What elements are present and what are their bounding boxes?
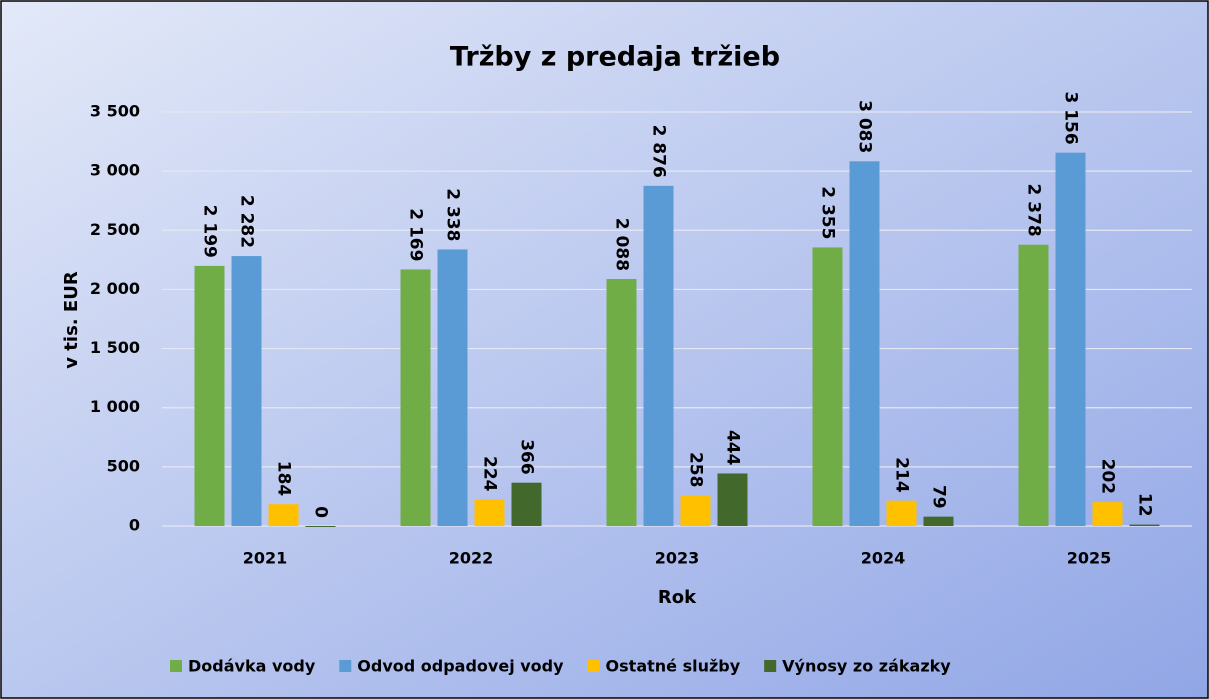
bar bbox=[680, 495, 711, 526]
data-label: 0 bbox=[311, 506, 331, 518]
bar bbox=[1092, 502, 1123, 526]
bar bbox=[511, 482, 542, 526]
y-tick-label: 2 000 bbox=[90, 279, 140, 298]
bar bbox=[194, 265, 225, 526]
x-tick-label: 2023 bbox=[655, 549, 700, 568]
bar bbox=[643, 185, 674, 526]
legend-label: Výnosy zo zákazky bbox=[782, 657, 951, 676]
bar bbox=[474, 499, 505, 526]
data-label: 3 156 bbox=[1061, 91, 1081, 144]
bar bbox=[305, 526, 336, 527]
y-tick-label: 2 500 bbox=[90, 220, 140, 239]
y-tick-label: 3 500 bbox=[90, 102, 140, 121]
bar bbox=[923, 516, 954, 526]
bar bbox=[606, 279, 637, 526]
data-label: 2 169 bbox=[406, 208, 426, 261]
bar bbox=[400, 269, 431, 526]
data-label: 184 bbox=[274, 461, 294, 497]
data-label: 2 876 bbox=[649, 125, 669, 178]
y-tick-label: 500 bbox=[107, 456, 140, 475]
x-tick-label: 2024 bbox=[861, 549, 906, 568]
bar bbox=[849, 161, 880, 527]
legend-swatch bbox=[170, 660, 182, 672]
data-label: 2 088 bbox=[612, 218, 632, 271]
data-label: 258 bbox=[686, 452, 706, 488]
y-axis-title: v tis. EUR bbox=[61, 271, 82, 369]
bar bbox=[717, 473, 748, 526]
y-tick-label: 1 500 bbox=[90, 338, 140, 357]
y-tick-label: 3 000 bbox=[90, 161, 140, 180]
data-label: 214 bbox=[892, 457, 912, 493]
data-label: 224 bbox=[480, 456, 500, 492]
data-label: 2 199 bbox=[200, 205, 220, 258]
data-label: 12 bbox=[1135, 493, 1155, 517]
bar bbox=[812, 247, 843, 527]
data-label: 2 378 bbox=[1024, 183, 1044, 236]
data-label: 2 355 bbox=[818, 186, 838, 239]
data-label: 3 083 bbox=[855, 100, 875, 153]
bar bbox=[231, 256, 262, 526]
bar bbox=[1055, 152, 1086, 526]
legend-swatch bbox=[339, 660, 352, 672]
chart-title: Tržby z predaja tržieb bbox=[450, 42, 780, 73]
data-label: 444 bbox=[723, 430, 743, 466]
data-label: 2 338 bbox=[443, 188, 463, 241]
legend-swatch bbox=[764, 660, 777, 672]
bar bbox=[437, 249, 468, 526]
data-label: 366 bbox=[517, 439, 537, 475]
data-label: 79 bbox=[929, 485, 949, 509]
bar bbox=[268, 504, 299, 526]
x-tick-label: 2025 bbox=[1067, 549, 1112, 568]
legend-label: Odvod odpadovej vody bbox=[357, 657, 564, 676]
x-tick-label: 2021 bbox=[243, 549, 288, 568]
legend-label: Ostatné služby bbox=[606, 657, 741, 676]
legend-label: Dodávka vody bbox=[188, 657, 316, 676]
legend-swatch bbox=[587, 660, 600, 672]
bar bbox=[886, 500, 917, 526]
bar bbox=[1018, 244, 1049, 527]
x-axis-title: Rok bbox=[658, 587, 697, 608]
bar bbox=[1129, 524, 1160, 526]
data-label: 202 bbox=[1098, 459, 1118, 495]
data-label: 2 282 bbox=[237, 195, 257, 248]
y-tick-label: 0 bbox=[129, 516, 140, 535]
y-tick-label: 1 000 bbox=[90, 397, 140, 416]
x-tick-label: 2022 bbox=[449, 549, 494, 568]
